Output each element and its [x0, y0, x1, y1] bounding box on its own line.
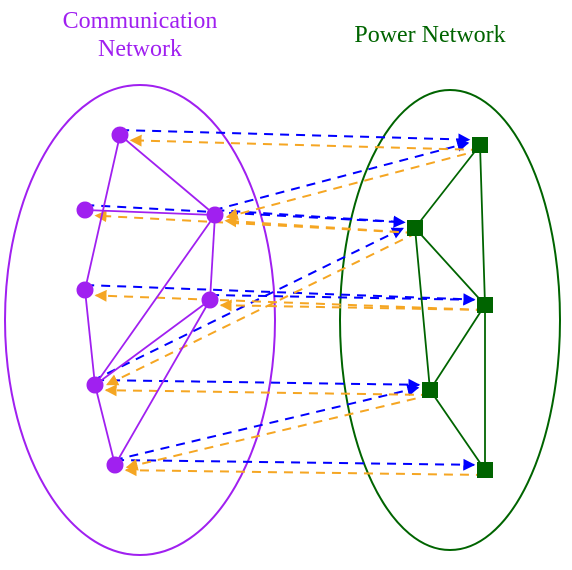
power-node	[478, 463, 493, 478]
comm-edge	[95, 300, 210, 385]
comm-edge	[95, 385, 115, 465]
power-title: Power Network	[354, 22, 505, 48]
comm-node	[112, 127, 128, 143]
power-edge	[430, 305, 485, 390]
interlink-edge-blue	[85, 205, 404, 222]
interlink-edge-orange	[127, 395, 431, 467]
interlink-edge-blue	[115, 460, 474, 465]
interlink-edge-blue	[114, 388, 418, 460]
comm-node	[77, 282, 93, 298]
interlink-edge-orange	[131, 140, 480, 150]
interlink-edge-orange	[96, 216, 415, 233]
comm-edge	[85, 210, 215, 215]
interlink-edges-orange	[96, 140, 485, 475]
interlink-edge-blue	[120, 130, 469, 140]
comm-edge	[210, 215, 215, 300]
comm-node	[207, 207, 223, 223]
comm-node	[202, 292, 218, 308]
comm-title-line1: Communication	[63, 8, 218, 34]
interlink-edge-blue	[95, 380, 419, 385]
comm-node	[107, 457, 123, 473]
comm-edge	[120, 135, 215, 215]
power-edge	[415, 145, 480, 228]
power-edge	[480, 145, 485, 305]
comm-node	[77, 202, 93, 218]
interlink-edge-orange	[226, 221, 415, 233]
network-titles: CommunicationNetwork Power Network	[63, 8, 506, 62]
power-edge	[430, 390, 485, 470]
comm-edge	[95, 215, 215, 385]
comm-node	[87, 377, 103, 393]
network-diagram: CommunicationNetwork Power Network	[0, 0, 572, 570]
interlink-edge-blue	[210, 295, 474, 300]
power-node	[478, 298, 493, 313]
comm-network-nodes	[77, 127, 223, 473]
comm-title-line2: Network	[98, 36, 182, 62]
interlink-edge-blue	[214, 143, 468, 210]
power-node	[423, 383, 438, 398]
comm-edge	[85, 290, 95, 385]
power-edge	[415, 228, 485, 305]
interlink-edge-orange	[126, 470, 485, 475]
power-network-edges	[415, 145, 485, 470]
power-node	[408, 221, 423, 236]
power-node	[473, 138, 488, 153]
